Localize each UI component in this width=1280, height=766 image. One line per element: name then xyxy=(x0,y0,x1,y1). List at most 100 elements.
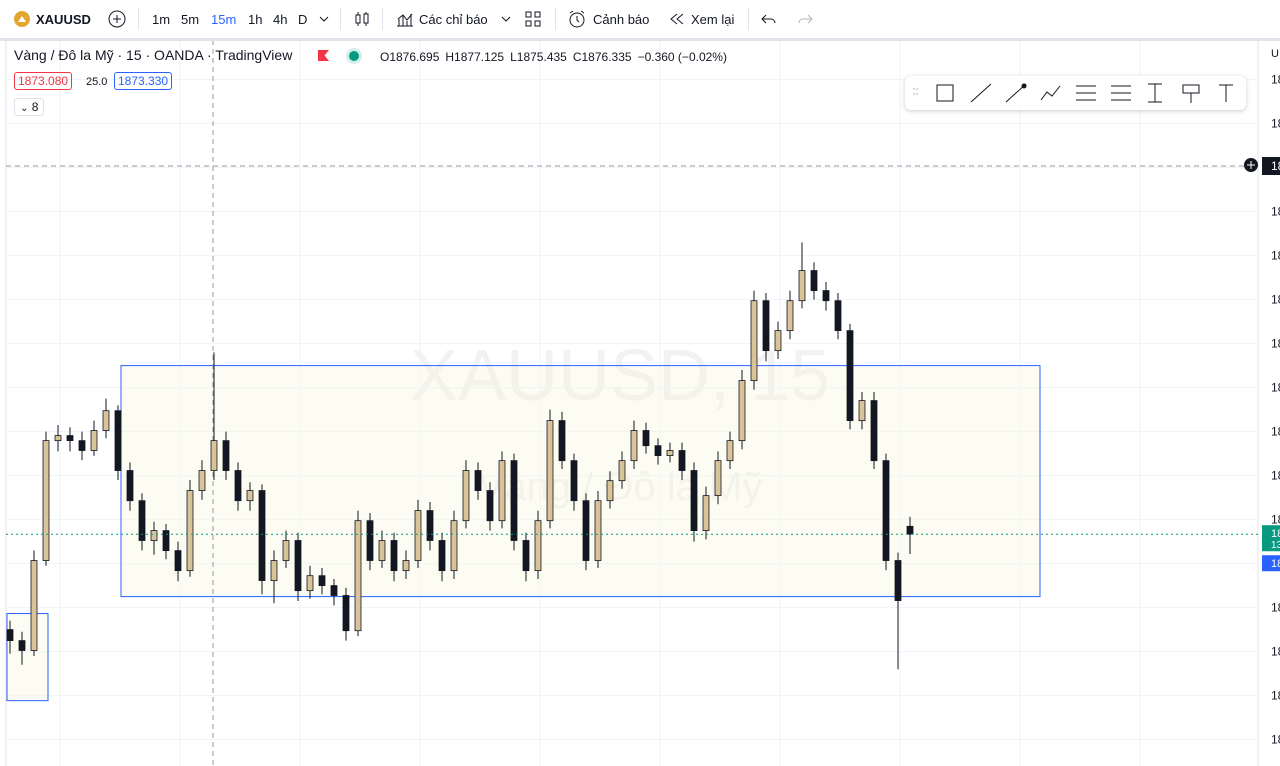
candle xyxy=(486,482,494,531)
open: O1876.695 xyxy=(380,50,440,64)
candle xyxy=(42,431,50,566)
candle xyxy=(438,532,446,582)
candle-body xyxy=(798,270,806,302)
candle-body xyxy=(450,520,458,572)
redo[interactable] xyxy=(796,11,814,27)
interval[interactable]: 5m xyxy=(181,12,200,27)
interval[interactable]: 1h xyxy=(248,12,263,27)
top-toolbar: XAUUSD 1m 5m 15m 1h 4h D Các chỉ báo Cản… xyxy=(0,0,1280,41)
candle xyxy=(750,290,758,390)
candle-body xyxy=(114,410,122,471)
candle xyxy=(618,451,626,489)
chart-type[interactable] xyxy=(352,9,372,29)
candle xyxy=(462,460,470,529)
candle-body xyxy=(846,330,854,421)
tool-line[interactable] xyxy=(970,83,992,103)
undo[interactable] xyxy=(760,11,778,27)
templates[interactable] xyxy=(524,10,542,28)
candle xyxy=(702,486,710,540)
bid-badge xyxy=(1262,555,1280,572)
candle xyxy=(906,516,914,555)
y-tick-label: 18 xyxy=(1271,733,1280,747)
candle-body xyxy=(66,435,74,442)
candle xyxy=(282,530,290,568)
indicators-icon[interactable] xyxy=(395,10,415,28)
candle xyxy=(402,550,410,579)
candle xyxy=(318,568,326,595)
market-flag xyxy=(318,50,329,61)
candle-body xyxy=(666,450,674,456)
spread: 25.0 xyxy=(86,76,108,88)
candle xyxy=(582,493,590,571)
axis-currency: U xyxy=(1271,48,1279,60)
candle xyxy=(378,530,386,568)
candle-body xyxy=(174,550,182,572)
candle-body xyxy=(822,290,830,302)
alert[interactable]: Cảnh báo xyxy=(593,12,650,27)
candle-body xyxy=(810,270,818,291)
sell-button[interactable]: 1873.080 xyxy=(14,72,73,90)
change: −0.360 (−0.02%) xyxy=(637,50,727,64)
symbol[interactable]: XAUUSD xyxy=(36,12,91,27)
crosshair-label: 18 xyxy=(1271,159,1280,173)
candle xyxy=(858,392,866,430)
interval[interactable]: 4h xyxy=(273,12,288,27)
candle-body xyxy=(642,430,650,447)
dropdown[interactable] xyxy=(318,14,330,24)
candle-body xyxy=(186,490,194,572)
y-tick-label: 18 xyxy=(1271,117,1280,131)
candle xyxy=(666,442,674,463)
indicator-toggle[interactable]: ⌄ 8 xyxy=(14,98,45,116)
candle-body xyxy=(30,560,38,651)
candle xyxy=(498,451,506,529)
candle-body xyxy=(330,585,338,596)
candle xyxy=(150,521,158,555)
candle-body xyxy=(690,470,698,532)
replay[interactable]: Xem lại xyxy=(691,12,735,27)
tool-brush[interactable] xyxy=(1182,84,1200,103)
add-symbol[interactable] xyxy=(108,10,126,28)
alert-icon[interactable] xyxy=(567,9,587,29)
candle-body xyxy=(750,300,758,381)
tool-measure[interactable] xyxy=(1148,83,1162,103)
interval[interactable]: 1m xyxy=(152,12,171,27)
candle xyxy=(126,462,134,511)
tool-path[interactable] xyxy=(1040,85,1061,101)
candle xyxy=(174,541,182,582)
candle-body xyxy=(510,460,518,541)
candle xyxy=(354,510,362,637)
candle xyxy=(198,460,206,500)
candle-body xyxy=(42,440,50,561)
candle xyxy=(810,262,818,300)
candle-body xyxy=(342,595,350,632)
candle-body xyxy=(210,440,218,471)
candle xyxy=(246,482,254,511)
candle-body xyxy=(138,500,146,541)
replay-icon[interactable] xyxy=(668,12,686,26)
candle xyxy=(330,579,338,606)
candle xyxy=(6,620,14,654)
dropdown[interactable] xyxy=(500,14,512,24)
candle xyxy=(522,532,530,582)
candle xyxy=(54,425,62,452)
y-tick-label: 18 xyxy=(1271,425,1280,439)
interval[interactable]: D xyxy=(298,12,308,27)
candle-body xyxy=(258,490,266,581)
crosshair-plus-sign xyxy=(1247,161,1255,169)
indicators[interactable]: Các chỉ báo xyxy=(419,12,488,27)
tool-pitchfork[interactable] xyxy=(1111,85,1131,101)
legend-title: Vàng / Đô la Mỹ · 15 · OANDA · TradingVi… xyxy=(14,47,293,63)
separator xyxy=(382,8,383,30)
tool-rect[interactable] xyxy=(936,84,954,102)
candle xyxy=(138,493,146,551)
crosshair-badge xyxy=(1262,157,1280,175)
candle xyxy=(342,587,350,641)
buy-button[interactable]: 1873.330 xyxy=(114,72,173,90)
candle-body xyxy=(594,500,602,561)
tool-fib[interactable] xyxy=(1076,85,1096,101)
y-tick-label: 18 xyxy=(1271,73,1280,87)
interval[interactable]: 15m xyxy=(211,12,237,27)
candle xyxy=(210,352,218,480)
candle-body xyxy=(558,420,566,462)
tool-text[interactable] xyxy=(1219,84,1233,102)
